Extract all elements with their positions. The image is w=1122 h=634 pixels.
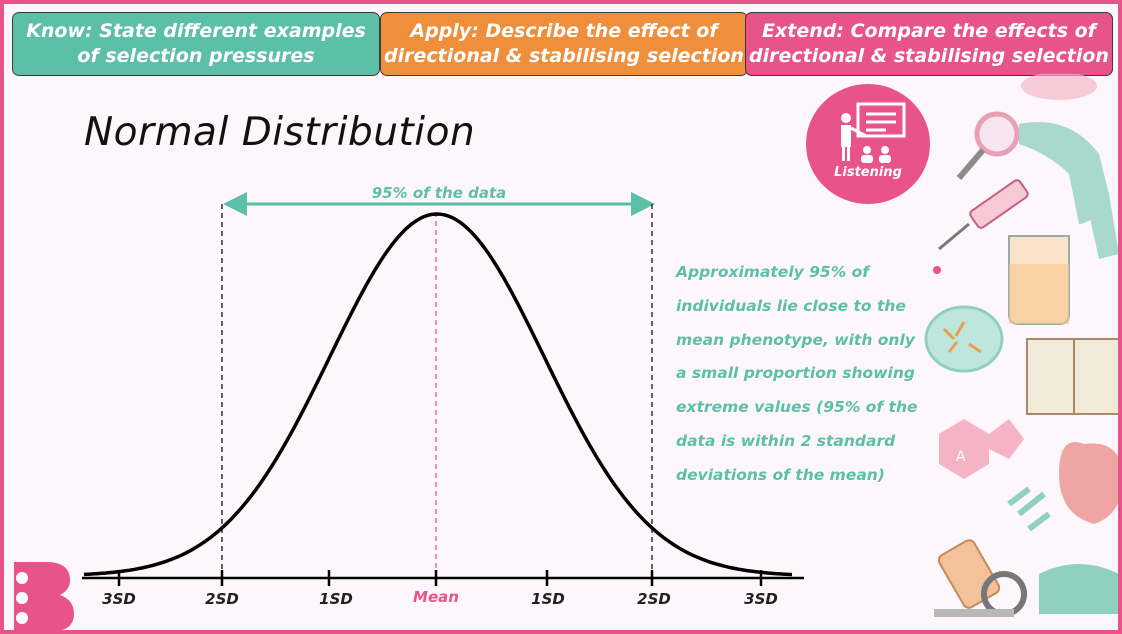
explanation-line: individuals lie close to the — [676, 296, 906, 315]
syringe-icon — [969, 179, 1029, 229]
petri-dish-icon — [1021, 74, 1097, 100]
objective-apply-line1: Apply: Describe the effect of — [410, 20, 718, 42]
svg-text:A: A — [956, 449, 966, 465]
dish-icon — [1039, 564, 1118, 614]
explanation-line: extreme values (95% of the — [676, 398, 918, 417]
page-title: Normal Distribution — [84, 110, 476, 155]
science-illustrations: A — [924, 74, 1118, 617]
magnifier-icon — [974, 111, 1020, 157]
objective-apply-line2: directional & stabilising selection — [384, 45, 744, 67]
explanation-line: mean phenotype, with only — [676, 330, 915, 349]
explanation-line: Approximately 95% of — [676, 263, 870, 281]
axis-ticks — [117, 570, 763, 586]
tick-label-mean: Mean — [413, 588, 459, 606]
tick-label-plus-3sd: 3SD — [744, 590, 778, 608]
objective-extend-line1: Extend: Compare the effects of — [762, 20, 1096, 42]
bell-curve — [83, 212, 793, 577]
tick-label-plus-1sd: 1SD — [531, 590, 565, 608]
explanation-line: data is within 2 standard — [676, 431, 896, 450]
normal-distribution-diagram — [82, 192, 804, 586]
objective-apply: Apply: Describe the effect of directiona… — [380, 12, 748, 76]
objective-know-line1: Know: State different examples — [26, 20, 366, 42]
cell-icon — [924, 305, 1004, 373]
teacher-presentation-icon — [841, 102, 906, 163]
brand-logo — [14, 562, 74, 630]
objective-extend: Extend: Compare the effects of direction… — [745, 12, 1113, 76]
tick-label-minus-2sd: 2SD — [205, 590, 239, 608]
objective-know: Know: State different examples of select… — [12, 12, 380, 76]
listening-badge — [806, 84, 930, 204]
antibody-icon — [1007, 486, 1051, 532]
heart-icon — [1059, 442, 1118, 524]
explanation-text: Approximately 95% of individuals lie clo… — [676, 256, 938, 493]
tick-label-plus-2sd: 2SD — [637, 590, 671, 608]
adenine-molecule-icon — [939, 419, 989, 479]
explanation-line: deviations of the mean) — [676, 465, 885, 484]
range-label: 95% of the data — [371, 184, 507, 202]
explanation-line: a small proportion showing — [676, 364, 915, 383]
tick-label-minus-1sd: 1SD — [319, 590, 353, 608]
listening-label: Listening — [834, 165, 902, 180]
objective-extend-line2: directional & stabilising selection — [749, 45, 1109, 67]
microscope-icon — [937, 539, 1001, 609]
tick-label-minus-3sd: 3SD — [102, 590, 136, 608]
objective-know-line2: of selection pressures — [77, 45, 315, 67]
glove-icon — [1019, 122, 1109, 224]
